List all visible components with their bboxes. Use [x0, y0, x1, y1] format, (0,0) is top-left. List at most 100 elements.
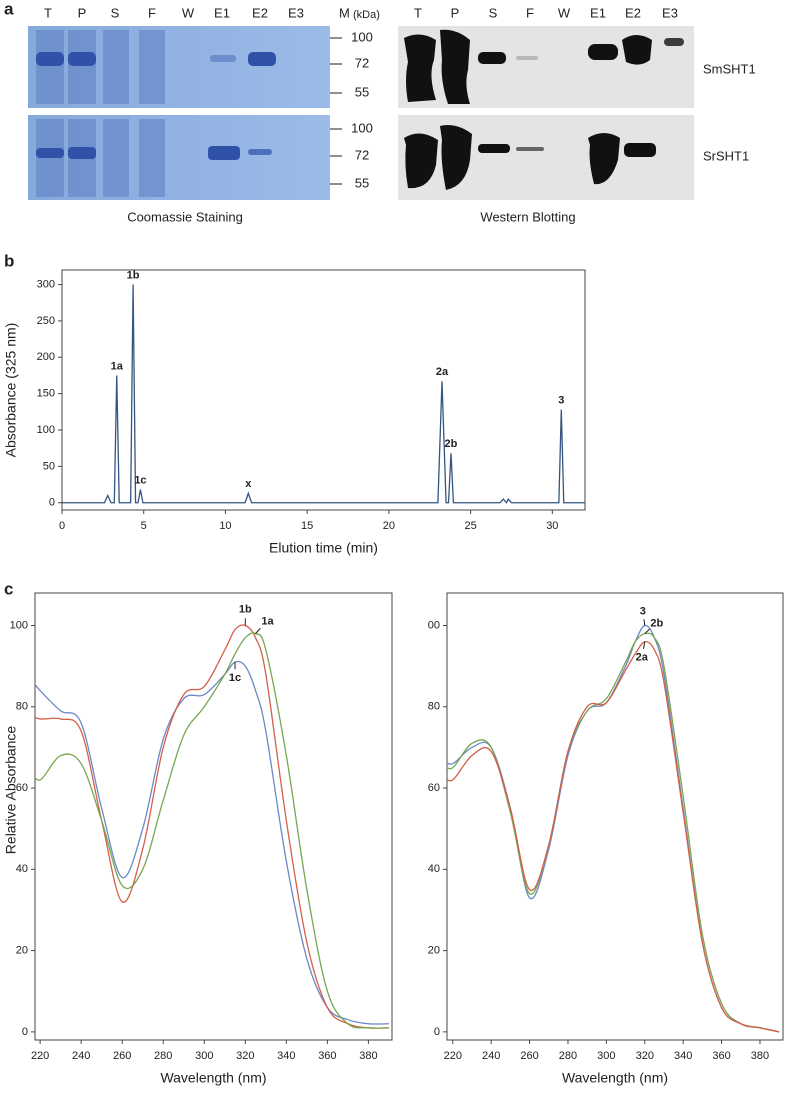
- peak-label: 1c: [134, 475, 146, 487]
- data-line: [35, 632, 389, 1029]
- x-tick-label: 320: [236, 1050, 254, 1062]
- peak-label: 1a: [111, 360, 124, 372]
- y-tick-label: 100: [37, 424, 55, 436]
- peak-label: 2b: [445, 438, 458, 450]
- y-axis-title: Absorbance (325 nm): [3, 323, 19, 458]
- x-tick-label: 300: [597, 1050, 615, 1062]
- y-tick-label: 80: [16, 701, 28, 713]
- x-tick-label: 340: [277, 1050, 295, 1062]
- peak-label: x: [245, 478, 252, 490]
- plot-lines: [35, 624, 389, 1029]
- y-tick-label: 200: [37, 351, 55, 363]
- lane-label: F: [148, 5, 156, 20]
- y-tick-label: 20: [16, 945, 28, 957]
- y-tick-label: 80: [428, 701, 440, 713]
- x-tick-label: 25: [464, 520, 476, 532]
- marker-unit: (kDa): [353, 9, 380, 21]
- protein-label: SmSHT1: [703, 61, 756, 76]
- y-tick-label: 0: [434, 1026, 440, 1038]
- x-tick-label: 15: [301, 520, 313, 532]
- y-tick-label: 40: [16, 863, 28, 875]
- marker-size: 55: [355, 84, 369, 99]
- marker-size: 55: [355, 175, 369, 190]
- lane-label: P: [451, 5, 460, 20]
- x-tick-label: 260: [520, 1050, 538, 1062]
- y-tick-label: 20: [428, 945, 440, 957]
- gel-caption: Western Blotting: [480, 209, 575, 224]
- marker-size: 100: [351, 29, 373, 44]
- lane-label: T: [44, 5, 52, 20]
- plot-lines: [62, 284, 585, 504]
- marker-size: 72: [355, 55, 369, 70]
- series-label: 1c: [229, 672, 241, 684]
- x-tick-label: 260: [113, 1050, 131, 1062]
- panel-label: b: [4, 251, 14, 270]
- label-pointer: [643, 619, 646, 626]
- y-tick-label: 40: [428, 863, 440, 875]
- y-tick-label: 100: [10, 619, 28, 631]
- label-pointer: [644, 628, 650, 635]
- label-pointer: [643, 641, 646, 650]
- lane-label: E1: [214, 5, 230, 20]
- y-tick-label: 50: [43, 460, 55, 472]
- y-tick-label: 250: [37, 315, 55, 327]
- x-tick-label: 240: [72, 1050, 90, 1062]
- x-tick-label: 5: [141, 520, 147, 532]
- x-tick-label: 220: [31, 1050, 49, 1062]
- lane-label: W: [182, 5, 195, 20]
- y-tick-label: 60: [16, 782, 28, 794]
- lane-label: E1: [590, 5, 606, 20]
- lane-label: E2: [252, 5, 268, 20]
- x-tick-label: 340: [674, 1050, 692, 1062]
- y-tick-label: 150: [37, 388, 55, 400]
- y-axis-title: Relative Absorbance: [3, 726, 19, 855]
- gel-caption: Coomassie Staining: [127, 209, 243, 224]
- x-axis-title: Wavelength (nm): [562, 1070, 668, 1086]
- x-tick-label: 360: [712, 1050, 730, 1062]
- series-label: 1a: [261, 616, 274, 628]
- lane-label: E2: [625, 5, 641, 20]
- marker-header: M: [339, 5, 350, 20]
- x-tick-label: 300: [195, 1050, 213, 1062]
- label-pointer: [255, 627, 261, 634]
- plot-area: [34, 592, 393, 1041]
- x-tick-label: 240: [482, 1050, 500, 1062]
- plot-lines: [447, 624, 780, 1033]
- plot-area: [446, 592, 784, 1041]
- y-tick-label: 00: [428, 619, 440, 631]
- panel-label: a: [4, 0, 14, 18]
- x-tick-label: 360: [318, 1050, 336, 1062]
- data-line: [35, 624, 389, 1029]
- lane-label: E3: [662, 5, 678, 20]
- series-label: 3: [640, 605, 646, 617]
- x-tick-label: 10: [219, 520, 231, 532]
- series-label: 2a: [636, 652, 649, 664]
- x-axis-title: Elution time (min): [269, 540, 378, 556]
- lane-label: P: [78, 5, 87, 20]
- peak-label: 3: [558, 395, 564, 407]
- panel-label: c: [4, 579, 13, 598]
- marker-size: 72: [355, 147, 369, 162]
- x-tick-label: 0: [59, 520, 65, 532]
- x-tick-label: 20: [383, 520, 395, 532]
- x-tick-label: 30: [546, 520, 558, 532]
- marker-sizes: 100 72 55 100 72 55: [330, 29, 373, 190]
- y-tick-label: 300: [37, 278, 55, 290]
- gel-lane-labels: T P S F W E1 E2 E3 T P S F W E1 E2 E3: [44, 5, 678, 20]
- data-line: [447, 640, 780, 1033]
- lane-label: S: [111, 5, 120, 20]
- lane-label: S: [489, 5, 498, 20]
- plot-area: [61, 269, 586, 511]
- lane-label: E3: [288, 5, 304, 20]
- coomassie-gel: [28, 26, 341, 200]
- x-tick-label: 280: [154, 1050, 172, 1062]
- x-tick-label: 320: [636, 1050, 654, 1062]
- peak-label: 1b: [127, 269, 140, 281]
- lane-label: T: [414, 5, 422, 20]
- x-axis-title: Wavelength (nm): [160, 1070, 266, 1086]
- peak-label: 2a: [436, 366, 449, 378]
- x-tick-label: 220: [444, 1050, 462, 1062]
- lane-label: W: [558, 5, 571, 20]
